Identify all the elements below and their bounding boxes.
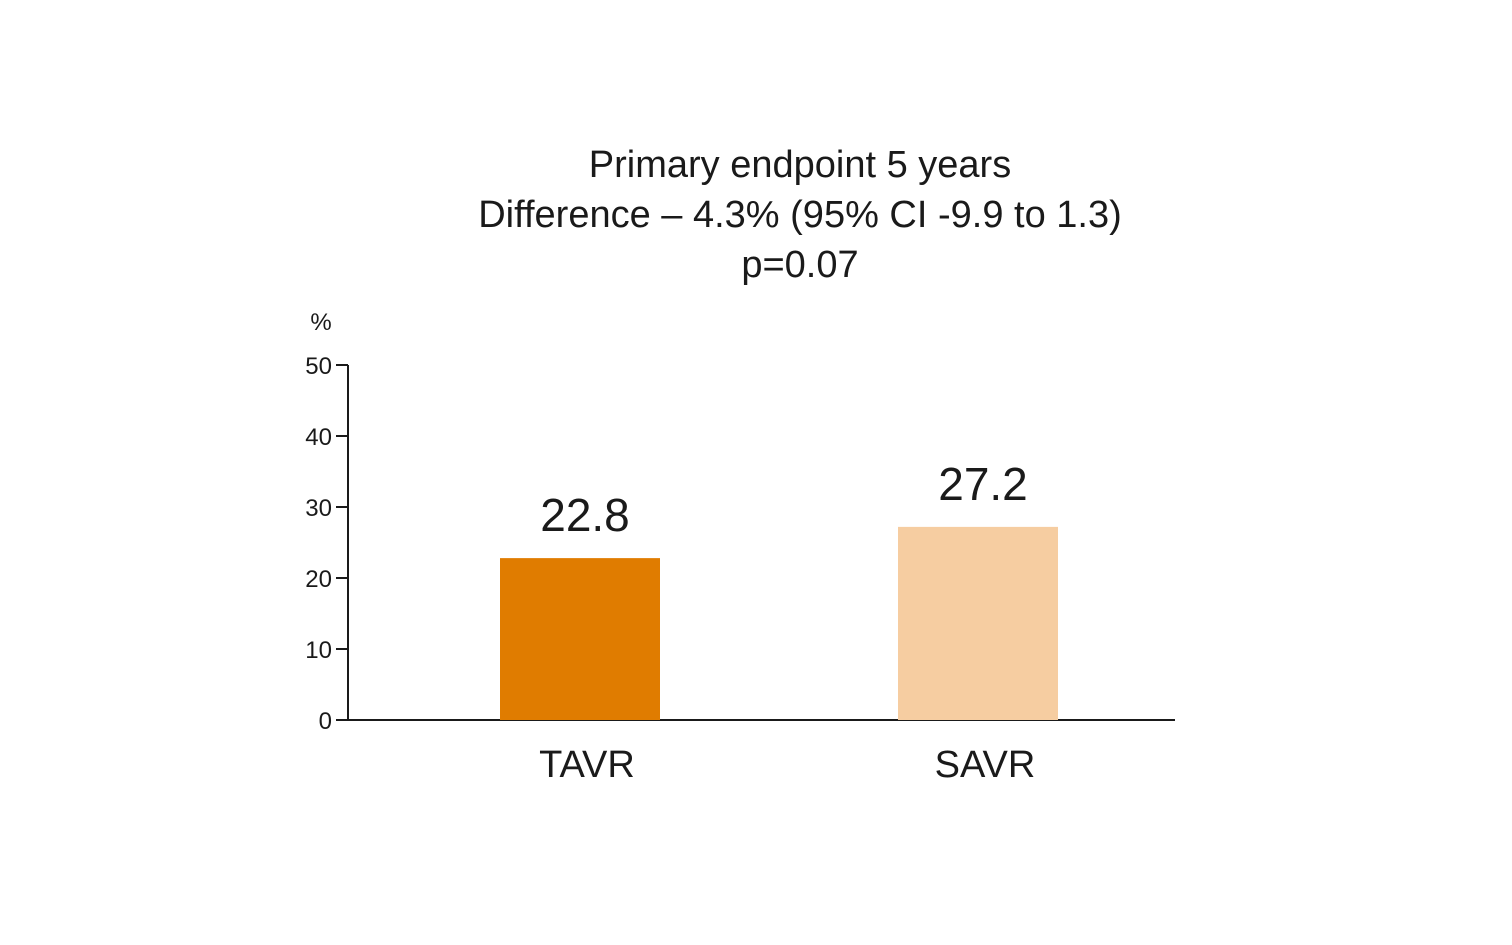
y-tick-label: 50	[305, 353, 332, 380]
y-tick-label: 10	[305, 637, 332, 664]
bar-value-label-savr: 27.2	[938, 458, 1028, 510]
bar-value-label-tavr: 22.8	[540, 489, 630, 541]
y-axis-unit-label: %	[310, 309, 331, 336]
y-tick-label: 30	[305, 495, 332, 522]
x-tick-label-savr: SAVR	[935, 744, 1036, 786]
y-tick-label: 0	[319, 708, 332, 735]
bars	[500, 526, 1058, 720]
y-tick-label: 20	[305, 566, 332, 593]
chart-title: Primary endpoint 5 years	[588, 144, 1012, 186]
chart-annotation: p=0.07	[741, 244, 859, 286]
x-tick-label-tavr: TAVR	[539, 744, 635, 786]
y-ticks: 0 10 20 30 40 50	[305, 353, 348, 735]
chart-subtitle: Difference – 4.3% (95% CI -9.9 to 1.3)	[478, 194, 1122, 236]
chart-title-block: Primary endpoint 5 years Difference – 4.…	[0, 140, 1512, 290]
bar-tavr	[500, 558, 660, 720]
x-tick-labels: TAVR SAVR	[539, 744, 1035, 786]
bar-savr	[898, 526, 1058, 720]
y-tick-label: 40	[305, 424, 332, 451]
bar-value-labels: 22.8 27.2	[540, 458, 1028, 541]
